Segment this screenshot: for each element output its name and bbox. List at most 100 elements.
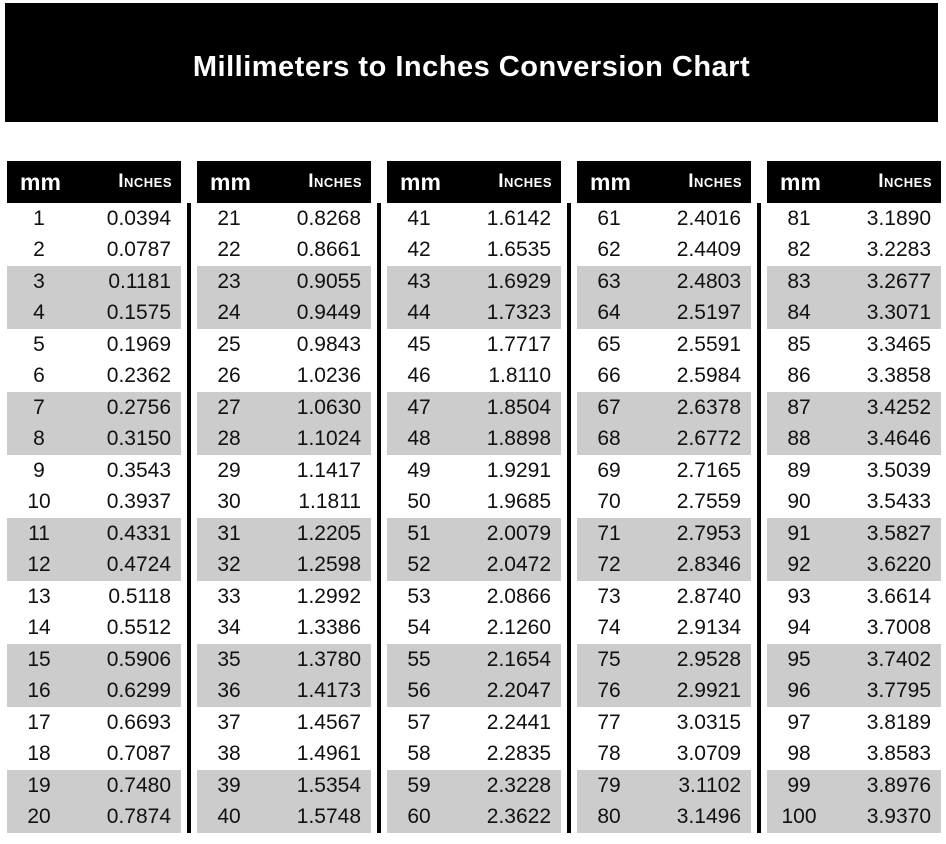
- inches-value: 2.6378: [676, 395, 741, 419]
- inches-value: 3.3465: [866, 332, 931, 356]
- mm-value: 20: [27, 805, 51, 829]
- table-row: 51 2.0079: [387, 518, 561, 550]
- mm-value: 6: [33, 364, 45, 388]
- table-row: 50 1.9685: [387, 487, 561, 519]
- table-row: 61 2.4016: [577, 203, 751, 235]
- table-row: 39 1.5354: [197, 770, 371, 802]
- mm-value: 68: [597, 427, 621, 451]
- inches-value: 1.0630: [296, 395, 361, 419]
- mm-column-header: mm: [590, 168, 631, 195]
- mm-value: 29: [217, 458, 241, 482]
- inches-value: 0.6693: [106, 710, 171, 734]
- table-row: 87 3.4252: [767, 392, 941, 424]
- table-row: 46 1.8110: [387, 361, 561, 393]
- mm-value: 85: [787, 332, 811, 356]
- inches-value: 3.5827: [866, 521, 931, 545]
- table-row: 45 1.7717: [387, 329, 561, 361]
- mm-value: 32: [217, 553, 241, 577]
- table-row: 96 3.7795: [767, 675, 941, 707]
- inches-value: 0.8268: [296, 206, 361, 230]
- mm-value: 91: [787, 521, 811, 545]
- table-row: 5 0.1969: [7, 329, 181, 361]
- mm-value: 22: [217, 238, 241, 262]
- mm-value: 99: [787, 773, 811, 797]
- inches-value: 1.6535: [486, 238, 551, 262]
- mm-value: 76: [597, 679, 621, 703]
- inches-value: 0.9843: [296, 332, 361, 356]
- table-row: 27 1.0630: [197, 392, 371, 424]
- table-row: 91 3.5827: [767, 518, 941, 550]
- inches-value: 2.4409: [676, 238, 741, 262]
- conversion-table: mm Inches 1 0.0394 2 0.0787 3 0.1181 4 0.1575 5 0.1…: [7, 161, 941, 833]
- table-row: 53 2.0866: [387, 581, 561, 613]
- group-header: mm Inches: [197, 161, 371, 203]
- mm-value: 67: [597, 395, 621, 419]
- table-row: 100 3.9370: [767, 801, 941, 833]
- mm-value: 77: [597, 710, 621, 734]
- mm-value: 7: [33, 395, 45, 419]
- mm-value: 33: [217, 584, 241, 608]
- inches-value: 2.8740: [676, 584, 741, 608]
- table-row: 13 0.5118: [7, 581, 181, 613]
- mm-value: 80: [597, 805, 621, 829]
- mm-value: 51: [407, 521, 431, 545]
- inches-value: 2.7165: [676, 458, 741, 482]
- mm-value: 71: [597, 521, 621, 545]
- inches-value: 3.8976: [866, 773, 931, 797]
- inches-value: 0.4724: [106, 553, 171, 577]
- table-row: 71 2.7953: [577, 518, 751, 550]
- table-row: 20 0.7874: [7, 801, 181, 833]
- column-divider: [187, 203, 191, 833]
- table-row: 80 3.1496: [577, 801, 751, 833]
- table-row: 59 2.3228: [387, 770, 561, 802]
- inches-value: 2.9528: [676, 647, 741, 671]
- table-row: 41 1.6142: [387, 203, 561, 235]
- inches-value: 1.2992: [296, 584, 361, 608]
- inches-value: 3.5433: [866, 490, 931, 514]
- mm-value: 23: [217, 269, 241, 293]
- inches-value: 1.1024: [296, 427, 361, 451]
- inches-value: 2.3228: [486, 773, 551, 797]
- mm-value: 37: [217, 710, 241, 734]
- mm-value: 40: [217, 805, 241, 829]
- mm-value: 63: [597, 269, 621, 293]
- inches-value: 3.8583: [866, 742, 931, 766]
- mm-value: 28: [217, 427, 241, 451]
- inches-value: 3.6614: [866, 584, 931, 608]
- mm-value: 93: [787, 584, 811, 608]
- mm-column-header: mm: [780, 168, 821, 195]
- inches-value: 3.2283: [866, 238, 931, 262]
- mm-value: 43: [407, 269, 431, 293]
- inches-value: 1.6929: [486, 269, 551, 293]
- table-row: 26 1.0236: [197, 361, 371, 393]
- mm-value: 36: [217, 679, 241, 703]
- mm-value: 50: [407, 490, 431, 514]
- inches-value: 3.7402: [866, 647, 931, 671]
- inches-value: 3.8189: [866, 710, 931, 734]
- mm-value: 16: [27, 679, 51, 703]
- mm-value: 44: [407, 301, 431, 325]
- table-row: 95 3.7402: [767, 644, 941, 676]
- mm-value: 72: [597, 553, 621, 577]
- inches-value: 2.5591: [676, 332, 741, 356]
- table-row: 92 3.6220: [767, 549, 941, 581]
- mm-value: 35: [217, 647, 241, 671]
- table-row: 31 1.2205: [197, 518, 371, 550]
- mm-value: 56: [407, 679, 431, 703]
- mm-column-header: mm: [400, 168, 441, 195]
- mm-value: 57: [407, 710, 431, 734]
- table-row: 21 0.8268: [197, 203, 371, 235]
- table-row: 84 3.3071: [767, 297, 941, 329]
- table-row: 90 3.5433: [767, 487, 941, 519]
- mm-value: 100: [781, 805, 817, 829]
- mm-value: 95: [787, 647, 811, 671]
- mm-value: 53: [407, 584, 431, 608]
- mm-value: 11: [28, 521, 50, 545]
- inches-value: 2.0079: [486, 521, 551, 545]
- table-row: 63 2.4803: [577, 266, 751, 298]
- mm-value: 24: [217, 301, 241, 325]
- table-row: 42 1.6535: [387, 235, 561, 267]
- inches-value: 1.5354: [296, 773, 361, 797]
- mm-value: 79: [597, 773, 621, 797]
- inches-value: 0.2756: [106, 395, 171, 419]
